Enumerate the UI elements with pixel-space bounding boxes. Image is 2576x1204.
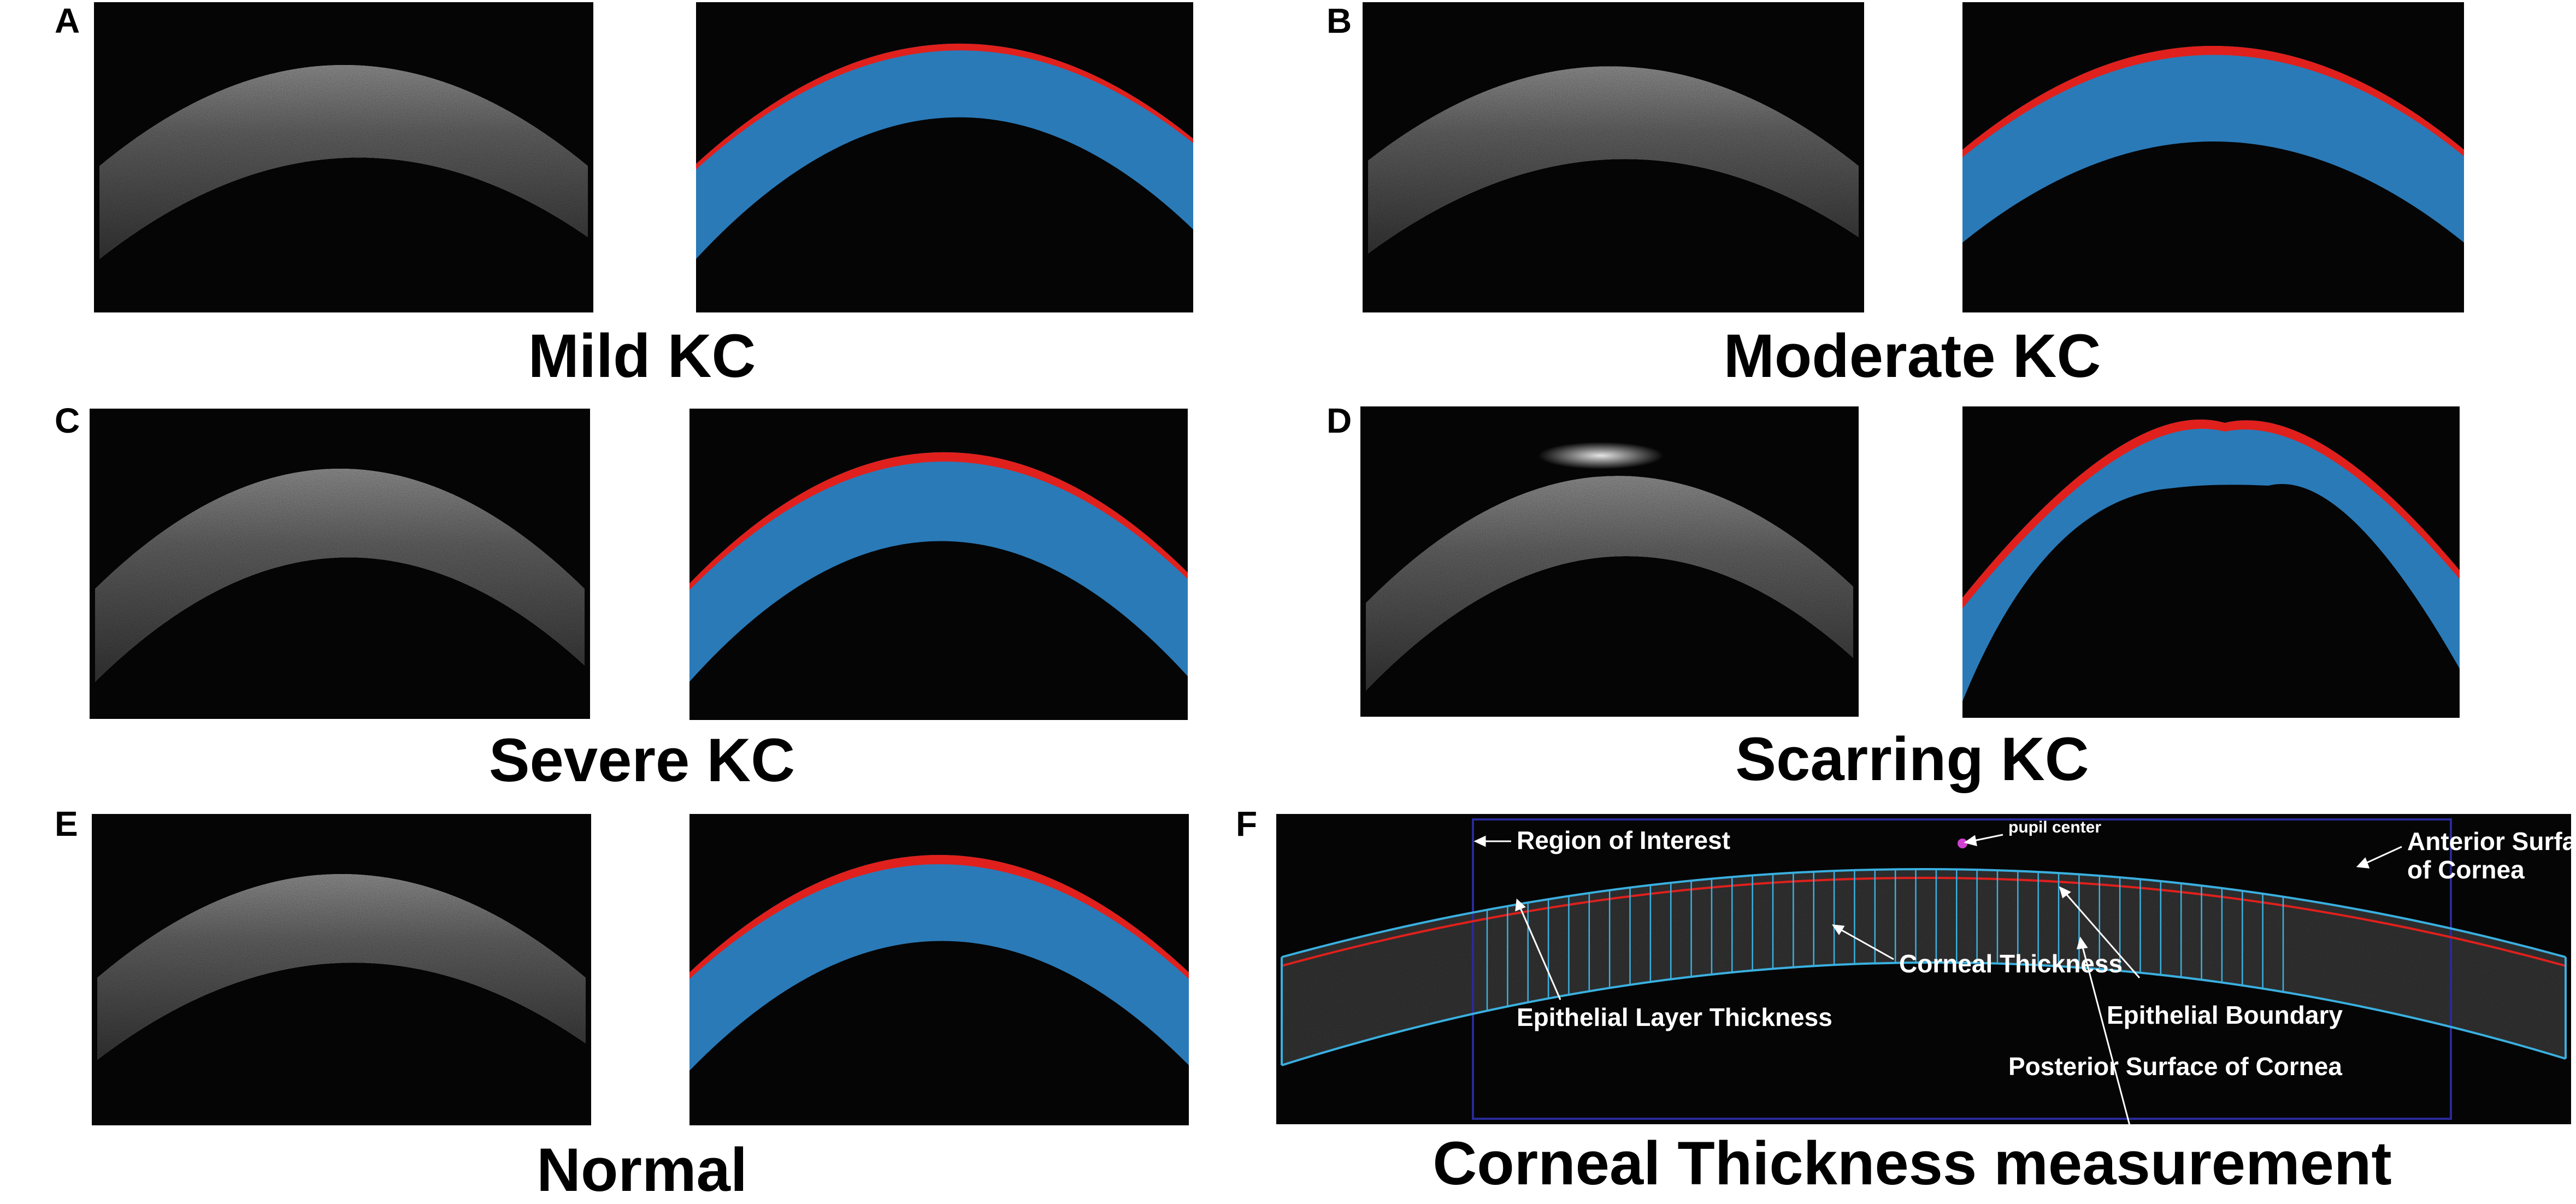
stroma-mask-d — [1962, 420, 2460, 701]
cornea-scan-f — [1282, 869, 2566, 1065]
pupil-center-marker — [1958, 839, 1967, 848]
caption-normal: Normal — [537, 1136, 747, 1204]
posterior-surface-line — [1281, 961, 2566, 1066]
anterior-surface-line — [1281, 868, 2566, 958]
caption-scarring-kc: Scarring KC — [1735, 725, 2089, 793]
label-region-of-interest: Region of Interest — [1517, 826, 1730, 854]
segmentation-mask-b — [1962, 2, 2464, 312]
caption-severe-kc: Severe KC — [488, 726, 795, 794]
oct-scan-image-c — [90, 409, 590, 719]
stroma-mask-c — [689, 452, 1188, 682]
cornea-scan-b — [1368, 66, 1859, 254]
panel-letter-b: B — [1327, 1, 1352, 40]
panel-letter-f: F — [1236, 804, 1258, 843]
epithelium-mask-c — [689, 452, 1188, 590]
epithelium-mask-b — [1962, 46, 2464, 157]
panel-letter-c: C — [55, 401, 80, 440]
oct-scan-image-b — [1363, 2, 1864, 312]
label-epithelial-layer-thickness: Epithelial Layer Thickness — [1517, 1003, 1832, 1031]
segmentation-mask-a — [696, 2, 1193, 312]
segmentation-mask-d — [1962, 406, 2460, 718]
label-corneal-thickness: Corneal Thickness — [1899, 949, 2123, 978]
corneal-thickness-measurement-lines — [1486, 869, 2284, 1011]
stroma-mask-b — [1962, 46, 2464, 243]
cornea-scan-d — [1366, 476, 1853, 690]
caption-moderate-kc: Moderate KC — [1723, 322, 2101, 390]
cornea-scan-a — [99, 65, 588, 259]
segmentation-mask-e — [689, 814, 1189, 1125]
caption-mild-kc: Mild KC — [528, 322, 756, 390]
label-anterior-surface-line2: of Cornea — [2407, 855, 2525, 884]
label-anterior-surface-line1: Anterior Surface — [2407, 827, 2571, 855]
label-posterior-surface: Posterior Surface of Cornea — [2008, 1052, 2342, 1081]
oct-scan-image-d — [1360, 406, 1859, 717]
segmentation-mask-c — [689, 409, 1188, 720]
cornea-scan-e — [97, 874, 586, 1060]
epithelial-boundary-line — [1281, 877, 2566, 967]
label-pupil-center: pupil center — [2008, 818, 2101, 836]
caption-corneal-thickness-measurement: Corneal Thickness measurement — [1433, 1129, 2392, 1197]
region-of-interest-box — [1472, 818, 2452, 1120]
stroma-mask-a — [696, 43, 1193, 259]
epithelium-mask-e — [689, 855, 1189, 979]
oct-measurement-image-f: Region of Interest pupil center Anterior… — [1276, 814, 2571, 1124]
scar-region-d — [1475, 439, 1726, 494]
annotation-arrows — [1473, 834, 2402, 1124]
oct-scan-image-e — [92, 814, 591, 1125]
panel-letter-a: A — [55, 1, 80, 40]
label-epithelial-boundary: Epithelial Boundary — [2107, 1001, 2343, 1029]
stroma-mask-e — [689, 855, 1189, 1071]
panel-letter-e: E — [55, 804, 78, 843]
oct-scan-image-a — [94, 2, 593, 312]
panel-letter-d: D — [1327, 401, 1352, 440]
cornea-scan-c — [95, 469, 585, 682]
